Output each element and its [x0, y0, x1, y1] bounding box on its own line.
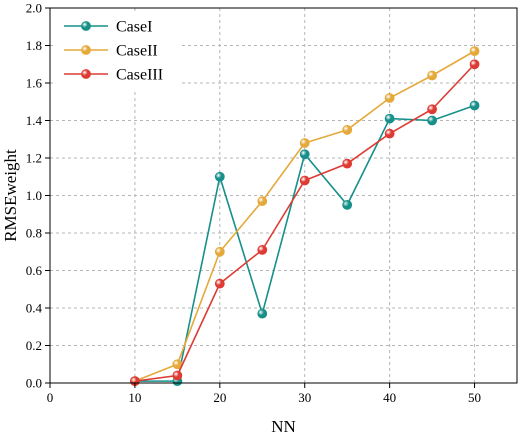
y-tick-label: 0.0 [26, 376, 42, 391]
series-CaseII [130, 46, 480, 387]
data-point [299, 175, 310, 186]
y-tick-label: 1.6 [26, 76, 43, 91]
x-tick-label: 10 [128, 390, 141, 405]
y-tick-label: 0.2 [26, 338, 42, 353]
y-tick-label: 2.0 [26, 1, 42, 16]
data-point [214, 171, 225, 182]
x-tick-label: 30 [298, 390, 311, 405]
data-point [214, 278, 225, 289]
legend-swatch-marker [81, 69, 91, 79]
x-tick-label: 40 [383, 390, 396, 405]
legend-label: CaseIII [116, 67, 163, 84]
legend-label: CaseII [116, 43, 158, 60]
legend-label: CaseI [116, 19, 152, 36]
data-point [469, 100, 480, 111]
legend-item: CaseII [64, 43, 158, 60]
data-point [172, 370, 183, 381]
data-point [427, 70, 437, 81]
data-point [469, 46, 480, 57]
legend-box [56, 12, 181, 90]
data-point [384, 113, 395, 124]
x-tick-label: 50 [468, 390, 481, 405]
legend-swatch-marker [81, 45, 91, 55]
data-point [342, 199, 353, 210]
data-point [384, 93, 395, 103]
data-point [469, 59, 480, 70]
x-tick-label: 0 [47, 390, 54, 405]
data-point [257, 196, 268, 207]
data-point [257, 308, 268, 319]
legend: CaseI CaseII CaseIII [56, 12, 181, 90]
x-axis-title: NN [271, 417, 296, 436]
data-point [384, 128, 395, 139]
y-tick-label: 0.6 [26, 263, 43, 278]
data-point [342, 158, 353, 169]
data-point [427, 104, 437, 115]
y-tick-label: 1.4 [26, 113, 43, 128]
grid-lines [50, 8, 517, 383]
y-tick-label: 0.4 [26, 301, 43, 316]
legend-swatch-marker [81, 21, 91, 31]
legend-item: CaseIII [64, 67, 163, 84]
series-CaseI [130, 100, 480, 387]
data-point [427, 115, 437, 126]
x-tick-label: 20 [213, 390, 226, 405]
y-tick-label: 1.2 [26, 151, 42, 166]
data-point [299, 138, 310, 148]
y-tick-label: 1.8 [26, 38, 42, 53]
data-point [214, 246, 225, 257]
y-tick-label: 0.8 [26, 226, 42, 241]
data-point [299, 149, 310, 160]
data-point [257, 244, 268, 255]
series-layer [130, 46, 480, 387]
y-axis-title: RMSEweight [1, 149, 20, 242]
series-CaseIII [130, 59, 480, 387]
legend-item: CaseI [64, 19, 152, 36]
axes: 0 10 20 30 40 50 0.0 0.2 0.4 0.6 0.8 1.0 1.2 1.4 1.6 1.… [26, 1, 481, 406]
data-point [342, 124, 353, 135]
y-tick-label: 1.0 [26, 188, 42, 203]
